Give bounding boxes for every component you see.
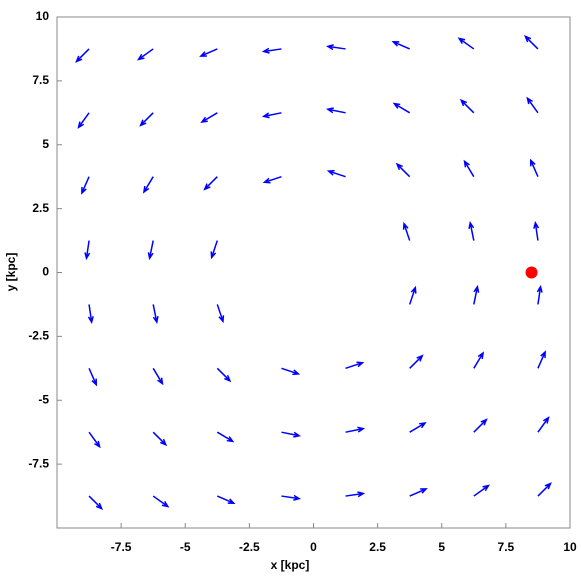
arrow	[281, 367, 301, 376]
arrow	[537, 350, 546, 369]
arrow	[81, 176, 90, 195]
arrow	[526, 96, 539, 114]
y-tick-label: -7.5	[28, 456, 49, 470]
arrow	[409, 422, 427, 433]
y-tick-label: -2.5	[28, 329, 49, 343]
arrow	[463, 159, 475, 178]
arrow	[88, 368, 98, 387]
arrow	[152, 304, 159, 324]
arrow	[88, 495, 103, 510]
arrow	[345, 426, 366, 433]
arrow	[152, 495, 170, 508]
arrow	[210, 240, 219, 260]
x-axis-label: x [kpc]	[271, 558, 310, 572]
arrow	[139, 112, 154, 127]
x-tick-label: -5	[180, 540, 191, 554]
arrow	[473, 351, 485, 369]
arrow	[88, 431, 101, 449]
x-tick-label: 2.5	[369, 540, 386, 554]
y-tick-label: 10	[36, 9, 50, 23]
arrow	[84, 240, 91, 261]
arrow	[217, 495, 236, 504]
arrow	[77, 112, 90, 129]
arrow	[261, 112, 282, 119]
y-tick-label: -5	[38, 392, 49, 406]
x-tick-label: -2.5	[239, 540, 260, 554]
arrow	[87, 304, 94, 324]
arrow	[533, 221, 540, 241]
arrow	[529, 158, 539, 177]
arrow	[142, 176, 154, 194]
arrow	[391, 41, 410, 50]
arrow	[473, 284, 480, 305]
arrow	[137, 48, 154, 61]
arrow	[345, 361, 365, 370]
arrow	[152, 367, 164, 386]
arrow	[216, 431, 235, 443]
arrow	[281, 431, 302, 438]
arrow	[409, 354, 424, 369]
arrow	[537, 416, 550, 433]
y-tick-label: 0	[42, 265, 49, 279]
arrow	[261, 47, 282, 54]
arrow	[199, 48, 218, 57]
arrow	[409, 488, 428, 497]
y-tick-label: 5	[42, 137, 49, 151]
arrow	[325, 44, 346, 51]
arrow	[262, 175, 282, 184]
arrow	[468, 221, 475, 241]
arrow	[536, 284, 543, 305]
arrow	[216, 367, 232, 383]
arrow	[392, 102, 411, 114]
arrow	[281, 494, 302, 501]
arrow	[395, 162, 411, 178]
arrow	[200, 112, 218, 123]
arrow	[75, 48, 90, 63]
arrow	[345, 491, 366, 498]
y-tick-label: 7.5	[32, 73, 49, 87]
x-tick-label: 10	[563, 540, 577, 554]
arrow	[325, 107, 346, 114]
arrow	[473, 418, 488, 433]
x-tick-label: 5	[438, 540, 445, 554]
arrow	[326, 169, 346, 178]
y-axis-label: y [kpc]	[4, 253, 18, 292]
x-tick-label: -7.5	[111, 540, 132, 554]
arrow	[459, 98, 475, 114]
arrow	[152, 431, 168, 447]
plot-frame	[56, 16, 571, 529]
arrow	[408, 285, 417, 305]
arrow	[147, 240, 154, 261]
x-tick-label: 7.5	[498, 540, 515, 554]
arrow	[216, 304, 225, 324]
arrow	[457, 37, 475, 50]
arrow	[203, 176, 218, 191]
arrow	[473, 484, 490, 497]
x-tick-label: 0	[310, 540, 317, 554]
arrow	[524, 35, 539, 50]
arrow	[402, 221, 411, 241]
point	[525, 266, 538, 279]
y-tick-label: 2.5	[32, 201, 49, 215]
arrow	[537, 482, 552, 497]
